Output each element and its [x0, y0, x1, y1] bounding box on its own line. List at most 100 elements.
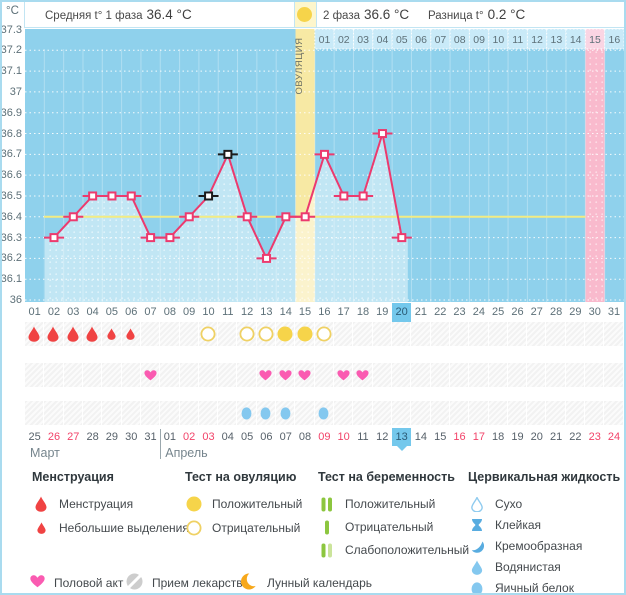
strip-hearts-cell-19[interactable]	[372, 363, 392, 387]
strip-cervical-cell-13[interactable]	[256, 401, 277, 425]
strip-cervical-cell-31[interactable]	[604, 401, 624, 425]
strip-cervical-cell-04[interactable]	[82, 401, 103, 425]
strip-hearts-cell-24[interactable]	[469, 363, 489, 387]
cycle-day-label-25[interactable]: 25	[492, 306, 505, 318]
cycle-day-label-08[interactable]: 08	[163, 306, 176, 318]
strip-hearts-cell-12[interactable]	[237, 363, 257, 387]
strip-hearts-cell-04[interactable]	[82, 363, 103, 387]
strip-cervical-cell-09[interactable]	[179, 401, 199, 425]
date-Апрель-14[interactable]: 14	[414, 431, 428, 443]
date-Апрель-13[interactable]: 13	[391, 428, 412, 446]
strip-cervical-cell-01[interactable]	[25, 401, 45, 425]
strip-menses-cell-17[interactable]	[334, 322, 354, 346]
temp-marker-day-9[interactable]	[184, 212, 194, 222]
cycle-day-label-01[interactable]: 01	[28, 306, 41, 318]
cycle-day-label-15[interactable]: 15	[298, 306, 312, 318]
strip-cervical-cell-26[interactable]	[507, 401, 528, 425]
strip-cervical-cell-29[interactable]	[565, 401, 586, 425]
date-Апрель-20[interactable]: 20	[530, 431, 543, 443]
strip-cervical-cell-21[interactable]	[411, 401, 431, 425]
temp-marker-day-8[interactable]	[165, 233, 175, 243]
date-Апрель-06[interactable]: 06	[260, 431, 273, 443]
temp-marker-day-15[interactable]	[300, 212, 310, 222]
date-Март-26[interactable]: 26	[47, 431, 61, 443]
strip-cervical-cell-02[interactable]	[44, 401, 64, 425]
strip-menses-cell-04[interactable]	[82, 322, 103, 346]
strip-cervical-cell-24[interactable]	[469, 401, 489, 425]
temp-marker-day-18[interactable]	[358, 191, 368, 201]
strip-cervical-cell-10[interactable]	[198, 401, 219, 425]
strip-cervical-cell-12[interactable]	[237, 401, 257, 425]
date-Апрель-10[interactable]: 10	[337, 431, 350, 443]
date-Апрель-01[interactable]: 01	[163, 431, 176, 443]
temp-marker-day-14[interactable]	[281, 212, 291, 222]
temperature-chart[interactable]: 01 02 03 04 05 06 07 08 09 10 11 12 13 14 15 16 ОВУЛЯЦИЯ	[25, 27, 625, 303]
strip-menses-cell-07[interactable]	[140, 322, 161, 346]
strip-menses-cell-22[interactable]	[430, 322, 450, 346]
strip-menses-cell-23[interactable]	[449, 322, 470, 346]
strip-menses-cell-11[interactable]	[218, 322, 238, 346]
date-Март-25[interactable]: 25	[28, 431, 41, 443]
strip-menses-cell-21[interactable]	[411, 322, 431, 346]
cycle-day-label-24[interactable]: 24	[472, 306, 485, 318]
temperature-chart-canvas[interactable]: 01 02 03 04 05 06 07 08 09 10 11 12 13 14 15 16 ОВУЛЯЦИЯ	[25, 27, 625, 303]
strip-menses-cell-20[interactable]	[391, 322, 412, 346]
temp-marker-day-19[interactable]	[377, 129, 387, 139]
cycle-day-label-05[interactable]: 05	[105, 306, 119, 318]
strip-cervical-cell-03[interactable]	[63, 401, 83, 425]
date-Апрель-15[interactable]: 15	[434, 431, 447, 443]
date-Март-30[interactable]: 30	[125, 431, 138, 443]
temp-marker-day-6[interactable]	[126, 191, 136, 201]
post-ovulation-day-cell-09[interactable]	[468, 28, 490, 50]
strip-hearts-cell-03[interactable]	[63, 363, 83, 387]
strip-menses-cell-15[interactable]	[295, 322, 315, 346]
temp-marker-day-5[interactable]	[107, 191, 117, 201]
cycle-day-label-09[interactable]: 09	[183, 306, 196, 318]
strip-hearts-cell-10[interactable]	[198, 363, 219, 387]
temp-marker-day-4[interactable]	[88, 191, 98, 201]
strip-hearts-cell-05[interactable]	[102, 363, 122, 387]
strip-menses-cell-08[interactable]	[160, 322, 180, 346]
cycle-day-label-30[interactable]: 30	[588, 306, 601, 318]
strip-hearts-cell-17[interactable]	[334, 363, 354, 387]
strip-menses-cell-05[interactable]	[102, 322, 122, 346]
strip-menses-cell-27[interactable]	[527, 322, 547, 346]
strip-menses-cell-19[interactable]	[372, 322, 392, 346]
date-Апрель-11[interactable]: 11	[357, 431, 369, 443]
strip-hearts-cell-14[interactable]	[276, 363, 296, 387]
strip-cervical-cell-23[interactable]	[449, 401, 470, 425]
date-Апрель-02[interactable]: 02	[183, 431, 196, 443]
strip-hearts-cell-09[interactable]	[179, 363, 199, 387]
strip-menses-cell-01[interactable]	[25, 322, 45, 346]
strip-menses-cell-16[interactable]	[314, 322, 334, 346]
cycle-day-label-02[interactable]: 02	[47, 306, 61, 318]
temp-marker-day-17[interactable]	[339, 191, 349, 201]
date-Апрель-04[interactable]: 04	[221, 431, 234, 443]
strip-menses-cell-26[interactable]	[507, 322, 528, 346]
date-Апрель-05[interactable]: 05	[240, 431, 254, 443]
cycle-day-label-28[interactable]: 28	[549, 306, 563, 318]
strip-cervical-cell-06[interactable]	[121, 401, 141, 425]
strip-hearts-cell-06[interactable]	[121, 363, 141, 387]
cycle-day-label-11[interactable]: 11	[222, 306, 234, 318]
strip-hearts-cell-13[interactable]	[256, 363, 277, 387]
post-ovulation-day-cell-03[interactable]	[352, 28, 374, 50]
strip-menses-cell-12[interactable]	[237, 322, 257, 346]
strip-hearts-cell-28[interactable]	[546, 363, 566, 387]
date-Апрель-12[interactable]: 12	[376, 431, 389, 443]
strip-menses-cell-28[interactable]	[546, 322, 566, 346]
cycle-day-label-06[interactable]: 06	[125, 306, 138, 318]
strip-cervical-cell-05[interactable]	[102, 401, 122, 425]
strip-hearts-cell-20[interactable]	[391, 363, 412, 387]
strip-cervical-cell-17[interactable]	[334, 401, 354, 425]
date-Апрель-09[interactable]: 09	[318, 431, 331, 443]
strip-menses-cell-02[interactable]	[44, 322, 64, 346]
strip-hearts-cell-25[interactable]	[488, 363, 508, 387]
strip-menses-cell-30[interactable]	[585, 322, 605, 346]
cycle-day-label-19[interactable]: 19	[376, 306, 389, 318]
strip-hearts-cell-02[interactable]	[44, 363, 64, 387]
strip-cervical-cell-15[interactable]	[295, 401, 315, 425]
date-Апрель-07[interactable]: 07	[279, 431, 292, 443]
date-Апрель-23[interactable]: 23	[588, 431, 601, 443]
strip-menses-cell-13[interactable]	[256, 322, 277, 346]
